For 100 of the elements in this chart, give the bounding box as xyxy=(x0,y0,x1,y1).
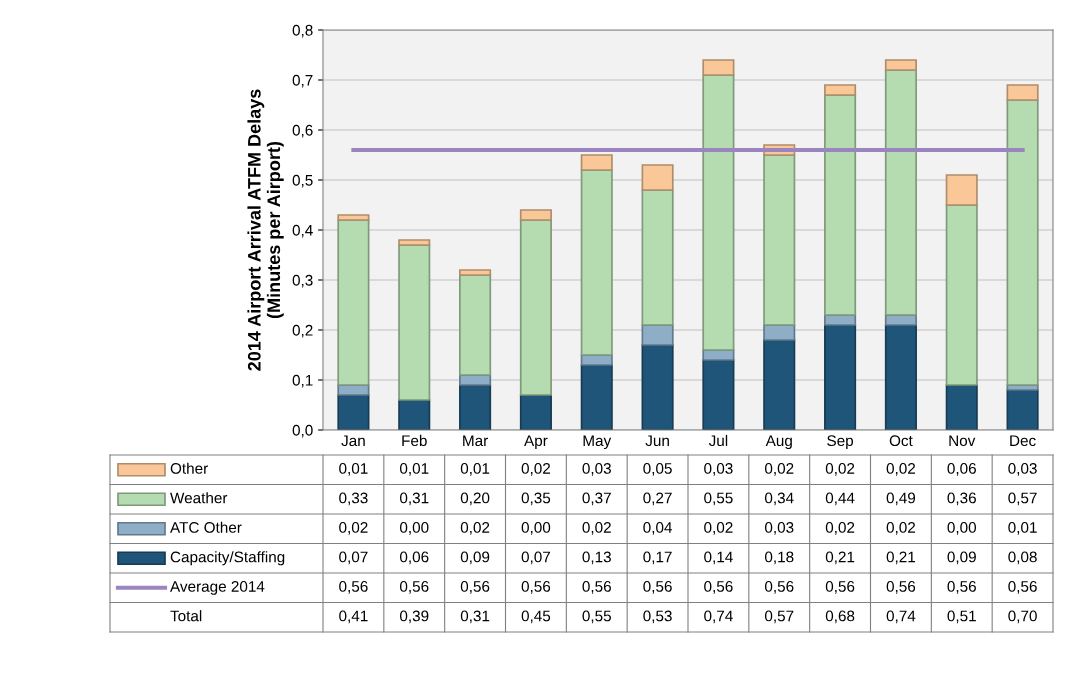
data-label: 0,07 xyxy=(339,551,368,565)
legend-label: Average 2014 xyxy=(170,581,265,595)
text: 0,31 xyxy=(460,610,490,624)
data-label: 0,14 xyxy=(704,551,733,565)
x-tick-label: May xyxy=(583,435,612,450)
x-tick-label: Feb xyxy=(402,434,427,447)
text: 0,51 xyxy=(947,610,976,624)
legend-label: ATC Other xyxy=(170,521,242,533)
data-label: 0,06 xyxy=(947,463,976,476)
y-tick-label: 0,3 xyxy=(292,274,313,288)
bar xyxy=(519,209,552,221)
data-label: 0,18 xyxy=(764,551,794,565)
y-tick-label: 0,5 xyxy=(292,174,313,188)
data-label: 0,01 xyxy=(339,463,368,476)
data-label: 0,17 xyxy=(643,551,672,565)
text: 0,41 xyxy=(339,610,368,624)
data-label: 0,56 xyxy=(399,581,429,594)
y-axis-title: 2014 Airport Arrival ATFM Delays (Minutes per Airport) xyxy=(247,89,284,371)
bar xyxy=(459,384,492,430)
data-label: 0,56 xyxy=(339,581,368,594)
bar xyxy=(763,339,796,430)
data-label: 0,05 xyxy=(643,463,672,476)
bar xyxy=(1006,84,1039,101)
data-label: 0,34 xyxy=(764,492,794,506)
data-label: 0,03 xyxy=(582,463,611,476)
x-tick-label: Jan xyxy=(341,435,365,447)
x-tick-label: Apr xyxy=(524,435,548,450)
bar xyxy=(702,59,735,76)
bar xyxy=(945,174,978,206)
x-tick-label: Oct xyxy=(889,435,913,447)
bar xyxy=(763,154,796,326)
data-label: 0,36 xyxy=(947,492,976,506)
data-label: 0,02 xyxy=(582,522,611,535)
text: 0,68 xyxy=(825,610,855,624)
bar xyxy=(884,69,917,316)
data-label: 0,02 xyxy=(704,522,733,535)
data-label: 0,21 xyxy=(825,551,855,565)
bar xyxy=(641,164,674,191)
data-label: 0,02 xyxy=(825,522,855,535)
bar xyxy=(763,324,796,341)
data-label: 0,04 xyxy=(643,522,673,535)
x-tick-label: Jul xyxy=(708,434,728,447)
bar xyxy=(398,399,431,430)
data-label: 0,02 xyxy=(886,463,916,476)
data-label: 0,56 xyxy=(460,581,490,594)
data-label: 0,31 xyxy=(399,492,429,506)
data-label: 0,00 xyxy=(399,522,429,535)
data-label: 0,35 xyxy=(521,492,551,506)
bar xyxy=(824,324,857,430)
data-label: 0,00 xyxy=(947,522,977,535)
bar xyxy=(580,169,613,356)
bar xyxy=(824,84,857,96)
legend-label: Other xyxy=(170,462,208,474)
bar xyxy=(702,74,735,351)
bar xyxy=(945,204,978,386)
y-tick-label: 0,7 xyxy=(292,74,313,88)
data-label: 0,09 xyxy=(460,551,490,565)
data-label: 0,56 xyxy=(582,581,611,594)
bar xyxy=(337,214,370,221)
x-tick-label: Mar xyxy=(463,435,488,447)
data-label: 0,02 xyxy=(886,522,916,535)
data-label: 0,55 xyxy=(704,492,733,506)
text: Total xyxy=(170,610,202,622)
bar xyxy=(702,359,735,430)
bar xyxy=(641,344,674,430)
y-tick-label: 0,8 xyxy=(292,24,313,38)
y-tick-label: 0,4 xyxy=(292,224,313,238)
data-label: 0,02 xyxy=(521,463,551,476)
bar xyxy=(459,269,492,276)
text: 0,39 xyxy=(399,610,429,624)
data-label: 0,44 xyxy=(825,492,855,506)
y-tick-label: 0,6 xyxy=(292,124,313,138)
text: 0,74 xyxy=(704,610,733,624)
bar xyxy=(398,239,431,246)
data-label: 0,03 xyxy=(704,463,733,476)
text: 0,45 xyxy=(521,610,551,624)
bar xyxy=(641,189,674,326)
data-label: 0,56 xyxy=(764,581,794,594)
legend-label: Weather xyxy=(170,492,228,504)
data-label: 0,02 xyxy=(460,522,490,535)
data-label: 0,08 xyxy=(1008,551,1037,565)
y-tick-label: 0,2 xyxy=(292,324,313,338)
data-label: 0,00 xyxy=(521,522,551,535)
text: 0,53 xyxy=(643,610,672,624)
data-label: 0,01 xyxy=(1008,522,1037,535)
data-label: 0,07 xyxy=(521,551,551,565)
data-label: 0,02 xyxy=(825,463,855,476)
x-tick-label: Dec xyxy=(1010,435,1036,447)
data-label: 0,56 xyxy=(947,581,976,594)
bar xyxy=(398,244,431,401)
bar xyxy=(337,219,370,386)
bar xyxy=(580,364,613,430)
y-tick-label: 0,0 xyxy=(292,424,313,438)
text: 0,74 xyxy=(886,610,916,624)
bar xyxy=(1006,99,1039,386)
bar xyxy=(945,384,978,430)
data-label: 0,09 xyxy=(947,551,976,565)
data-label: 0,27 xyxy=(643,492,672,506)
data-label: 0,21 xyxy=(886,551,916,565)
data-label: 0,13 xyxy=(582,551,611,565)
